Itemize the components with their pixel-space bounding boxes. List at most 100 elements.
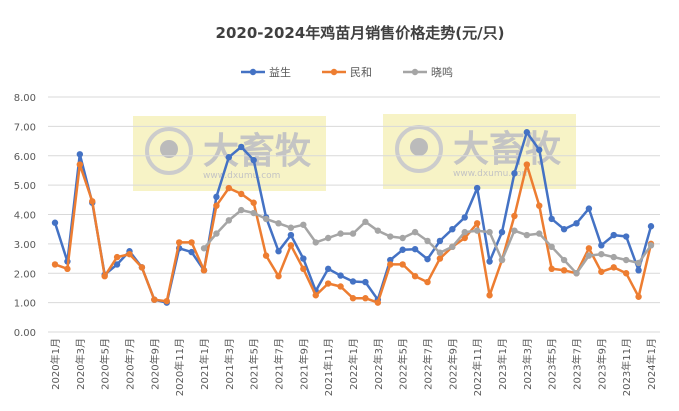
data-point — [89, 198, 96, 205]
x-tick-label: 2021年5月 — [248, 338, 261, 390]
data-point — [51, 261, 59, 268]
data-point — [622, 256, 630, 264]
watermark-url: www.dxumu.com — [453, 169, 530, 179]
data-point — [498, 256, 506, 264]
legend-item: 益生 — [241, 65, 291, 79]
data-point — [473, 227, 481, 234]
data-point — [287, 242, 295, 249]
data-point — [262, 215, 270, 223]
data-point — [287, 224, 295, 231]
data-point — [598, 242, 605, 249]
data-point — [374, 299, 382, 306]
data-point — [560, 256, 568, 264]
x-tick-label: 2021年1月 — [198, 338, 211, 390]
data-point — [275, 248, 282, 255]
data-point — [585, 205, 593, 212]
data-point — [424, 255, 431, 263]
x-tick-label: 2020年1月 — [49, 338, 62, 390]
legend-marker — [411, 68, 419, 76]
data-point — [461, 228, 468, 236]
x-tick-label: 2023年9月 — [595, 338, 608, 390]
data-point — [598, 250, 605, 258]
y-tick-label: 7.00 — [14, 122, 36, 133]
data-point — [287, 231, 295, 239]
legend-label: 益生 — [269, 65, 291, 79]
data-point — [436, 237, 444, 245]
data-point — [138, 264, 146, 271]
data-point — [387, 233, 394, 240]
data-point — [324, 280, 332, 287]
data-point — [399, 234, 406, 242]
y-tick-label: 3.00 — [14, 240, 36, 251]
data-point — [585, 245, 593, 252]
logo-pupil-icon — [160, 140, 178, 158]
x-tick-label: 2022年5月 — [397, 338, 410, 390]
data-point — [362, 278, 369, 286]
x-tick-label: 2021年7月 — [273, 338, 286, 390]
data-point — [188, 239, 195, 246]
data-point — [64, 265, 71, 273]
data-point — [536, 202, 543, 209]
data-point — [573, 270, 580, 277]
x-tick-label: 2021年3月 — [223, 338, 236, 390]
data-point — [523, 231, 531, 239]
data-point — [424, 278, 431, 286]
data-point — [610, 231, 617, 239]
data-point — [647, 223, 655, 230]
legend-marker — [249, 68, 257, 76]
data-point — [473, 184, 481, 192]
data-point — [188, 248, 195, 256]
series-3 — [200, 206, 655, 277]
data-point — [362, 218, 369, 226]
x-tick-label: 2023年11月 — [620, 338, 633, 396]
data-point — [349, 278, 357, 285]
data-point — [511, 170, 518, 177]
data-point — [387, 256, 394, 264]
x-tick-label: 2023年1月 — [496, 338, 509, 390]
data-point — [225, 184, 233, 192]
logo-eye-icon — [145, 127, 193, 175]
data-point — [113, 253, 121, 261]
data-point — [213, 202, 220, 209]
data-point — [523, 161, 531, 168]
data-point — [349, 295, 357, 302]
data-point — [250, 209, 257, 217]
data-point — [337, 230, 344, 237]
data-point — [486, 258, 493, 265]
data-point — [424, 237, 431, 245]
data-point — [250, 156, 257, 164]
data-point — [238, 143, 245, 151]
data-point — [486, 292, 493, 299]
data-point — [536, 146, 543, 154]
data-point — [560, 225, 568, 233]
data-point — [175, 239, 183, 246]
watermark-brand: 大畜牧 — [453, 129, 562, 170]
data-point — [523, 129, 531, 136]
data-point — [275, 220, 282, 227]
data-point — [76, 161, 84, 168]
data-point — [300, 221, 307, 228]
data-point — [461, 214, 468, 221]
data-point — [399, 246, 406, 253]
data-point — [647, 242, 655, 249]
data-point — [275, 272, 282, 280]
legend-marker — [330, 68, 338, 76]
data-point — [213, 193, 220, 201]
data-point — [473, 220, 481, 227]
data-point — [324, 234, 332, 242]
data-point — [610, 253, 617, 261]
data-point — [337, 272, 344, 279]
watermark-url: www.dxumu.com — [203, 171, 280, 181]
data-point — [536, 230, 543, 237]
data-point — [349, 230, 357, 237]
data-point — [238, 206, 245, 214]
data-point — [548, 243, 555, 251]
data-point — [374, 227, 382, 234]
data-point — [411, 245, 419, 253]
data-point — [300, 255, 307, 262]
data-point — [598, 268, 605, 275]
x-tick-label: 2020年3月 — [74, 338, 87, 390]
x-tick-label: 2023年7月 — [571, 338, 584, 390]
